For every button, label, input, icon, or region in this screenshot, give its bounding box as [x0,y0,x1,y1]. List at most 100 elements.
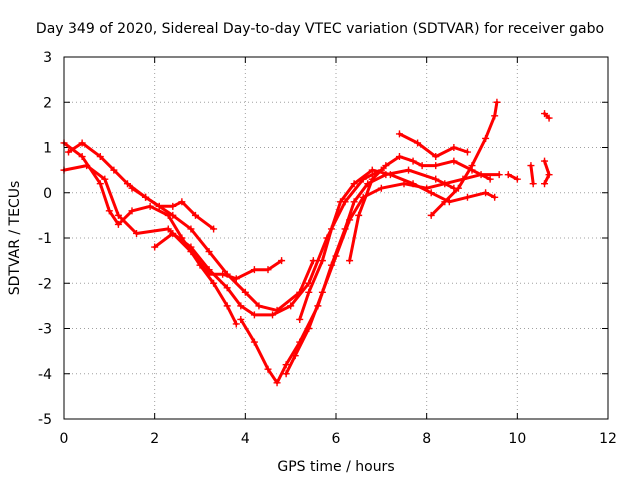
data-point [368,166,376,174]
data-point [346,257,354,265]
chart-title: Day 349 of 2020, Sidereal Day-to-day VTE… [36,21,604,37]
data-point [123,180,131,188]
data-point [114,211,122,219]
series-line [130,186,315,312]
data-point [250,266,258,274]
y-tick-label: -5 [38,412,52,428]
data-point [450,144,458,151]
data-point [468,162,476,170]
series-line [67,141,216,231]
series-arc-o [541,110,553,122]
x-tick-label: 12 [599,431,617,447]
data-point [450,157,458,165]
series-line [298,168,497,321]
series-line [62,141,238,326]
data-point [96,153,104,161]
data-point [241,288,249,296]
data-point [337,198,345,206]
x-tick-label: 6 [332,431,341,447]
data-point [441,180,449,188]
data-point [205,266,213,274]
y-tick-label: 3 [43,50,52,66]
data-point [350,198,358,206]
data-point [541,180,549,188]
data-point [541,110,549,118]
data-point [282,370,290,378]
y-tick-label: 1 [43,141,52,157]
data-point [418,162,426,170]
data-point [427,189,435,197]
y-tick-label: -2 [38,276,52,292]
data-point [187,225,195,233]
data-point [486,175,494,183]
data-point [282,361,290,369]
data-point [463,193,471,201]
data-point [346,216,354,224]
data-point [78,153,86,161]
data-point [169,229,177,237]
series-line [506,173,519,181]
data-point [414,139,422,147]
data-point [169,202,177,210]
data-point [386,171,394,179]
data-point [114,220,122,228]
data-point [463,148,471,156]
plot-frame [63,56,609,420]
data-point [377,184,385,192]
data-point [405,166,413,174]
data-point [155,202,163,210]
data-point [187,243,195,251]
data-point [318,257,326,265]
data-point [146,202,154,210]
data-point [432,175,440,183]
data-point [65,148,73,156]
data-point [318,288,326,296]
series-arc-c [65,139,218,233]
data-point [264,365,272,373]
data-point [237,315,245,323]
data-point [250,338,258,346]
data-point [368,175,376,183]
data-point [296,315,304,323]
data-point [327,225,335,233]
data-point [504,171,512,179]
data-point [482,134,490,142]
data-point [291,352,299,360]
data-point [332,252,340,260]
data-point [210,225,218,233]
data-series [60,98,553,387]
data-point [491,112,499,120]
x-axis-label: GPS time / hours [277,459,394,475]
data-point [105,207,113,215]
series-arc-m [527,162,537,188]
data-point [210,279,218,287]
data-point [223,270,231,278]
data-point [493,98,501,106]
data-point [191,211,199,219]
data-point [273,379,281,387]
series-line [284,173,501,376]
data-point [96,180,104,188]
x-tick-label: 2 [150,431,159,447]
series-line [398,132,469,159]
grid-lines [64,57,608,419]
data-point [164,225,172,233]
data-point [541,157,549,165]
data-point [142,193,150,201]
y-tick-label: -4 [38,367,52,383]
y-tick-label: -1 [38,231,52,247]
data-point [205,248,213,256]
data-point [441,198,449,206]
data-point [269,311,277,319]
data-point [355,211,363,219]
series-arc-h [296,166,499,323]
data-point [128,184,136,192]
data-point [223,284,231,292]
data-point [78,139,86,147]
data-point [133,229,141,237]
data-point [305,288,313,296]
data-point [482,189,490,197]
data-point [169,211,177,219]
